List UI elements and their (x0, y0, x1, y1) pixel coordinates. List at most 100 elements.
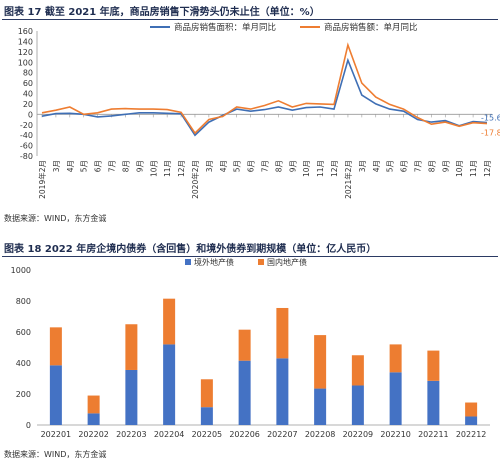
bar-overseas (163, 344, 176, 425)
y-tick-label: -80 (20, 152, 33, 161)
x-tick-label: 3月 (52, 160, 61, 172)
x-tick-label: 4月 (66, 160, 75, 172)
y-tick-label: 800 (16, 297, 31, 306)
end-value-label-sales: -17.8 (481, 129, 500, 138)
x-tick-label: 8月 (427, 160, 436, 172)
figure-17-source: 数据来源：WIND，东方金诚 (4, 214, 107, 223)
end-value-label-area: -15.6 (481, 113, 500, 122)
x-tick-label: 4月 (219, 160, 228, 172)
x-tick-label: 3月 (358, 160, 367, 172)
legend-label-1: 境外地产债 (194, 257, 234, 267)
y-tick-label: 1000 (11, 266, 31, 275)
x-tick-label: 7月 (261, 160, 270, 172)
legend-label-1: 商品房销售面积：单月同比 (174, 22, 276, 33)
legend-label-2: 商品房销售额：单月同比 (324, 22, 418, 33)
x-tick-label: 4月 (372, 160, 381, 172)
series-line-1 (41, 57, 488, 137)
x-tick-label: 202209 (343, 430, 374, 439)
x-tick-label: 5月 (80, 160, 89, 172)
x-tick-label: 202202 (78, 430, 109, 439)
bar-overseas (465, 416, 478, 425)
bar-overseas (276, 358, 289, 425)
figure-17-title: 图表 17 截至 2021 年底，商品房销售下滑势头仍未止住（单位：%） (4, 7, 320, 18)
bar-domestic (125, 324, 138, 370)
y-tick-label: -40 (20, 131, 33, 140)
x-tick-label: 202206 (229, 430, 260, 439)
y-tick-label: 80 (23, 69, 33, 78)
bar-domestic (427, 350, 440, 381)
x-tick-label: 10月 (149, 160, 158, 177)
x-tick-label: 202205 (192, 430, 223, 439)
stacked-bar-chart-bond-maturity: 0 200 400 600 800 1000 202201 202202 202203 20220… (11, 257, 490, 439)
bar-overseas (351, 385, 364, 425)
figure-17-title-rule (2, 19, 498, 20)
x-tick-label: 9月 (135, 160, 144, 172)
x-tick-label: 8月 (121, 160, 130, 172)
x-tick-label: 202208 (305, 430, 336, 439)
x-tick-label: 2020年2月 (190, 160, 200, 199)
x-tick-label: 202204 (154, 430, 185, 439)
bar-domestic (163, 298, 176, 345)
x-tick-label: 10月 (302, 160, 311, 177)
x-tick-label: 2021年2月 (343, 160, 353, 199)
x-tick-label: 12月 (330, 160, 339, 177)
x-tick-label: 202212 (456, 430, 487, 439)
bar-overseas (49, 365, 62, 425)
x-tick-label: 12月 (177, 160, 186, 177)
legend-swatch-2 (258, 259, 264, 265)
x-tick-label: 202203 (116, 430, 147, 439)
y-tick-label: -20 (20, 121, 33, 130)
x-tick-label: 7月 (108, 160, 117, 172)
series-line-2 (41, 42, 488, 135)
y-tick-label: 600 (16, 328, 31, 337)
y-tick-label: 400 (16, 359, 31, 368)
y-tick-label: 0 (28, 110, 33, 119)
y-tick-label: -60 (20, 142, 33, 151)
x-tick-label: 9月 (288, 160, 297, 172)
x-tick-label: 6月 (400, 160, 409, 172)
x-tick-label: 11月 (163, 160, 172, 177)
y-tick-label: 60 (23, 79, 33, 88)
x-tick-label: 5月 (233, 160, 242, 172)
legend-label-2: 国内地产债 (267, 257, 307, 267)
bar-overseas (238, 360, 251, 425)
x-tick-label: 12月 (483, 160, 492, 177)
bar-domestic (314, 335, 327, 389)
x-tick-label: 2019年2月 (37, 160, 47, 199)
bar-overseas (87, 413, 100, 425)
bar-domestic (276, 307, 289, 359)
bar-overseas (314, 388, 327, 425)
x-tick-label: 9月 (441, 160, 450, 172)
bar-domestic (351, 355, 364, 386)
figure-18-title: 图表 18 2022 年房企境内债券（含回售）和境外债券到期规模（单位：亿人民币… (4, 244, 377, 255)
y-tick-label: 0 (26, 421, 31, 430)
bar-overseas (200, 407, 213, 425)
x-tick-label: 202207 (267, 430, 298, 439)
x-tick-label: 5月 (386, 160, 395, 172)
figure-18-title-rule (2, 256, 498, 257)
y-tick-label: 160 (18, 27, 33, 36)
bar-domestic (49, 327, 62, 366)
legend-swatch-1 (185, 259, 191, 265)
x-tick-label: 6月 (247, 160, 256, 172)
bar-overseas (427, 380, 440, 425)
y-tick-label: 20 (23, 100, 33, 109)
y-tick-label: 40 (23, 90, 33, 99)
x-tick-label: 202210 (380, 430, 411, 439)
bar-domestic (238, 329, 251, 361)
y-tick-label: 120 (18, 48, 33, 57)
bar-domestic (87, 395, 100, 414)
y-tick-label: 100 (18, 58, 33, 67)
x-tick-label: 11月 (316, 160, 325, 177)
x-tick-label: 6月 (94, 160, 103, 172)
bar-overseas (389, 372, 402, 425)
bar-domestic (465, 402, 478, 417)
bar-domestic (389, 344, 402, 373)
x-tick-label: 7月 (413, 160, 422, 172)
bar-overseas (125, 369, 138, 425)
x-tick-label: 11月 (469, 160, 478, 177)
x-tick-label: 10月 (455, 160, 464, 177)
bar-domestic (200, 379, 213, 408)
x-tick-label: 8月 (274, 160, 283, 172)
